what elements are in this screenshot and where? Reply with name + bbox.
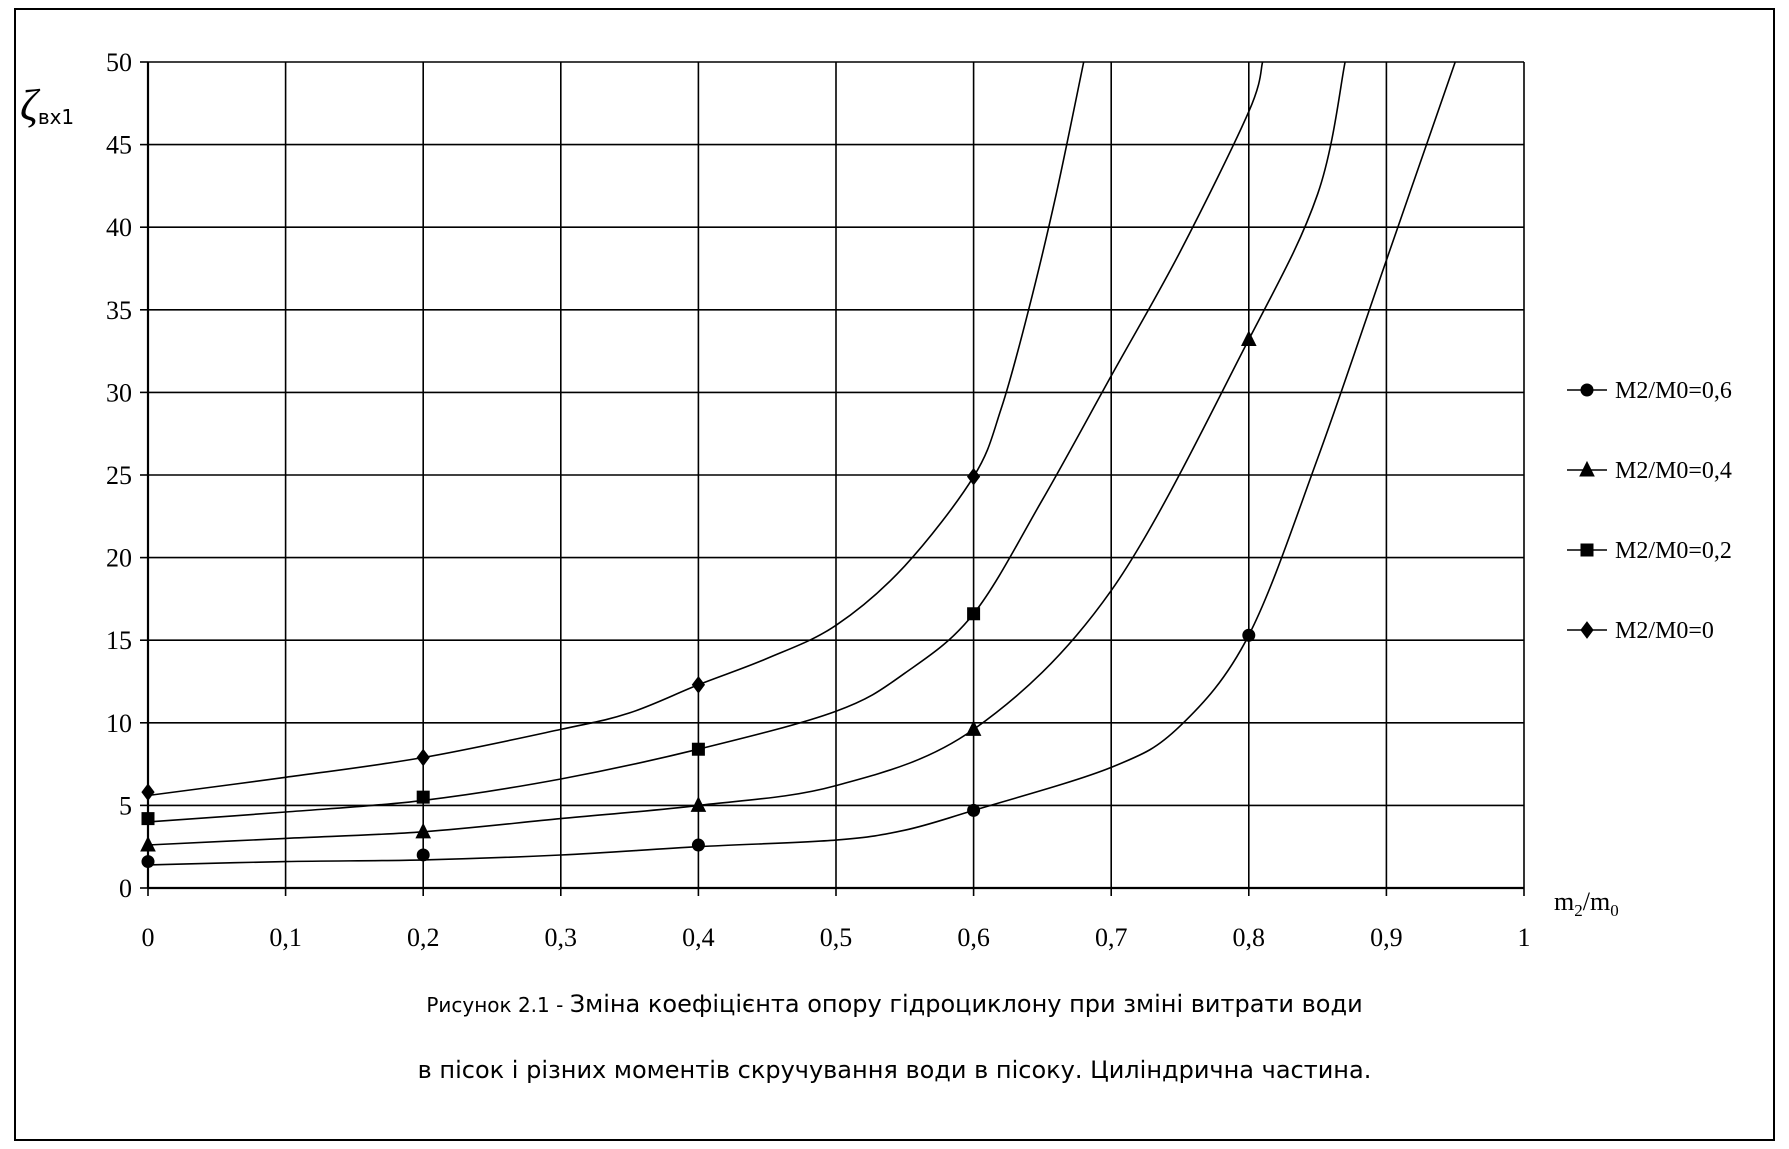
y-tick-label-4: 20 xyxy=(106,544,132,573)
y-axis-label: ζвх1 xyxy=(20,81,74,130)
data-point-1-4 xyxy=(1240,330,1257,347)
y-tick-label-6: 30 xyxy=(106,378,132,407)
caption-text-1: Зміна коефіцієнта опору гідроциклону при… xyxy=(569,990,1363,1018)
y-tick-label-1: 5 xyxy=(119,791,132,820)
tick-labels: 0 5 10 15 20 25 30 35 40 45 50 0 0,1 0,2 0,3 0,4 0,5 0,6 0… xyxy=(106,48,1531,952)
series-curves xyxy=(147,61,1456,866)
x-tick-label-3: 0,3 xyxy=(545,923,578,952)
legend-label-3: M2/M0=0 xyxy=(1615,618,1714,644)
data-point-2-0 xyxy=(141,812,155,826)
data-point-0-0 xyxy=(141,855,155,869)
legend-marker-3 xyxy=(1580,621,1594,639)
x-tick-label-4: 0,4 xyxy=(682,923,715,952)
data-point-2-3 xyxy=(967,607,981,621)
x-tick-label-5: 0,5 xyxy=(820,923,853,952)
data-point-2-1 xyxy=(416,790,430,804)
data-point-3-1 xyxy=(416,748,430,767)
y-tick-label-9: 45 xyxy=(106,131,132,160)
data-point-1-1 xyxy=(415,822,432,839)
x-tick-label-10: 1 xyxy=(1518,923,1531,952)
legend-label-0: M2/M0=0,6 xyxy=(1615,378,1732,404)
data-point-1-3 xyxy=(965,720,982,736)
data-point-3-2 xyxy=(691,675,706,694)
legend-marker-1 xyxy=(1579,460,1595,477)
y-axis-subscript: вх1 xyxy=(38,105,74,129)
y-tick-label-2: 10 xyxy=(106,709,132,738)
series-line-2 xyxy=(147,61,1264,823)
x-tick-label-6: 0,6 xyxy=(957,923,990,952)
x-tick-label-9: 0,9 xyxy=(1370,923,1403,952)
data-point-1-0 xyxy=(140,835,156,852)
caption-figure-number: Рисунок 2.1 - xyxy=(426,993,570,1017)
legend-label-2: M2/M0=0,2 xyxy=(1615,538,1732,564)
x-tick-label-1: 0,1 xyxy=(269,923,302,952)
caption-line-1: Рисунок 2.1 - Зміна коефіцієнта опору гі… xyxy=(0,990,1789,1018)
data-point-0-3 xyxy=(967,803,981,817)
x-tick-label-7: 0,7 xyxy=(1095,923,1128,952)
caption-line-2: в пісок і різних моментів скручування во… xyxy=(417,1056,1372,1084)
y-tick-label-7: 35 xyxy=(106,296,132,325)
legend: M2/M0=0,6 M2/M0=0,4 M2/M0=0,2 M2/M0=0 xyxy=(1567,378,1732,644)
data-point-0-1 xyxy=(416,848,430,862)
data-point-3-0 xyxy=(141,783,155,802)
series-line-3 xyxy=(147,61,1085,797)
y-tick-label-3: 15 xyxy=(106,626,132,655)
x-tick-label-2: 0,2 xyxy=(407,923,440,952)
x-axis-label: m2/m0 xyxy=(1554,887,1619,920)
legend-label-1: M2/M0=0,4 xyxy=(1615,458,1732,484)
grid xyxy=(147,61,1525,889)
series-line-0 xyxy=(147,61,1456,866)
data-point-2-2 xyxy=(691,742,705,756)
y-tick-label-0: 0 xyxy=(119,874,132,903)
figure-frame xyxy=(14,8,1775,1141)
x-tick-label-8: 0,8 xyxy=(1233,923,1266,952)
data-point-1-2 xyxy=(690,796,707,812)
y-axis-symbol: ζ xyxy=(20,81,41,130)
data-point-3-3 xyxy=(966,467,981,486)
y-tick-label-10: 50 xyxy=(106,48,132,77)
legend-marker-0 xyxy=(1580,383,1594,397)
axes xyxy=(140,61,1525,896)
data-point-0-4 xyxy=(1242,628,1256,642)
data-point-0-2 xyxy=(691,838,705,852)
y-tick-label-5: 25 xyxy=(106,461,132,490)
legend-marker-2 xyxy=(1580,543,1594,557)
x-tick-label-0: 0 xyxy=(142,923,155,952)
y-tick-label-8: 40 xyxy=(106,213,132,242)
series-line-1 xyxy=(147,61,1346,846)
series-markers xyxy=(140,330,1257,869)
